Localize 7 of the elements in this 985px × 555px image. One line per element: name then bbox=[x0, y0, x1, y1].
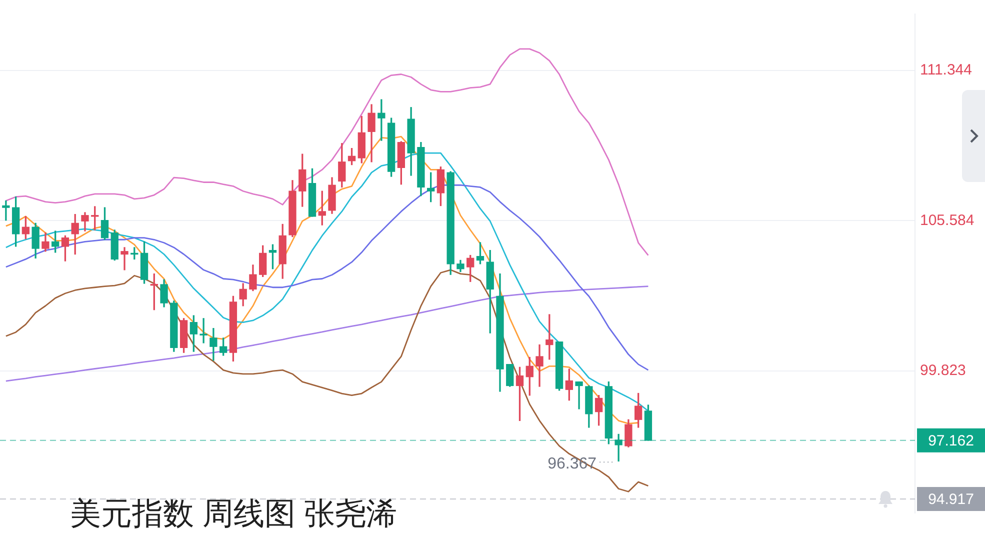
text: 美元指数 周线图 张尧浠 bbox=[70, 495, 398, 533]
y-tick-label: 105.584 bbox=[920, 212, 974, 229]
y-tick-label: 111.344 bbox=[920, 62, 972, 79]
candlestick bbox=[200, 318, 208, 344]
ref-line-label: 97.162 bbox=[928, 432, 974, 450]
y-tick-label: 99.823 bbox=[920, 362, 966, 380]
ref-line-label: 94.917 bbox=[928, 491, 974, 508]
